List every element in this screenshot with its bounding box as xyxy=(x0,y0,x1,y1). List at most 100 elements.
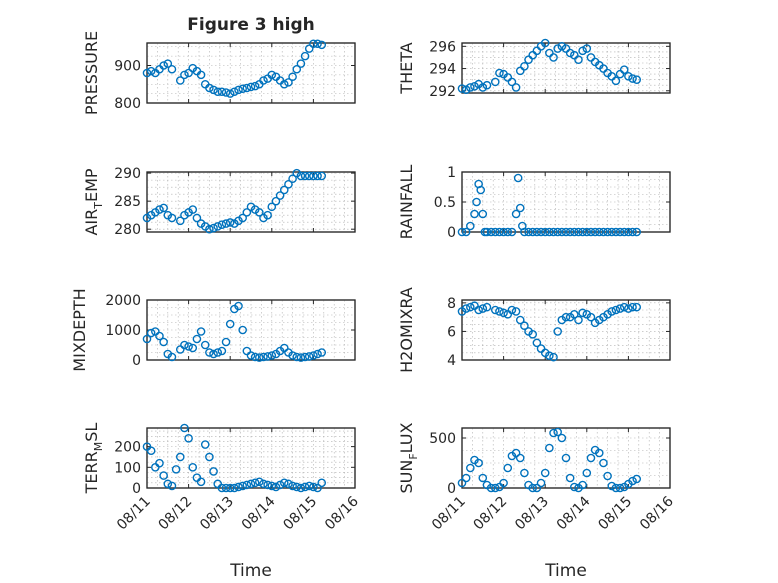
sun_flux-point xyxy=(478,473,488,483)
pressure-point xyxy=(146,66,156,76)
terr_msl-point xyxy=(317,478,327,488)
pressure-point xyxy=(304,44,314,53)
rainfall-point xyxy=(528,227,538,237)
rainfall-point xyxy=(549,227,558,237)
terr_msl-series xyxy=(142,423,327,493)
terr_msl-point xyxy=(304,481,314,491)
air_temp-point xyxy=(167,213,177,223)
terr_msl-ytick-label: 0 xyxy=(132,481,141,497)
air_temp-point xyxy=(279,185,289,195)
theta-point xyxy=(549,53,558,62)
pressure-point xyxy=(259,76,268,85)
rainfall-point xyxy=(520,227,529,237)
mixdepth-point xyxy=(255,353,264,362)
rainfall-point xyxy=(503,227,513,237)
terr_msl-point xyxy=(238,481,247,491)
rainfall-point xyxy=(457,227,467,237)
pressure-point xyxy=(250,81,260,91)
pressure-point xyxy=(234,85,243,95)
sun_flux-point xyxy=(570,482,579,492)
mixdepth-point xyxy=(304,352,314,361)
air_temp-point xyxy=(209,223,218,233)
pressure-point xyxy=(300,51,310,61)
rainfall-point xyxy=(499,227,508,237)
terr_msl-point xyxy=(263,480,272,490)
pressure-point xyxy=(288,72,297,82)
mixdepth-ytick-label: 0 xyxy=(132,353,141,369)
air_temp-point xyxy=(313,171,322,181)
sun_flux-point xyxy=(486,483,496,493)
rainfall-point xyxy=(478,209,488,219)
rainfall-point xyxy=(570,227,579,237)
mixdepth-point xyxy=(213,348,223,357)
sun_flux-series xyxy=(457,427,642,493)
pressure-point xyxy=(296,59,306,68)
h2omixra-point xyxy=(628,302,637,312)
pressure-point xyxy=(313,39,322,49)
mixdepth-point xyxy=(250,352,260,362)
rainfall-point xyxy=(513,173,523,183)
pressure-point xyxy=(217,87,227,97)
rainfall-point xyxy=(557,227,567,237)
theta-axes-frame xyxy=(461,42,671,94)
air_temp-point xyxy=(267,202,277,212)
pressure-point xyxy=(175,76,185,85)
terr_msl-point xyxy=(184,434,193,443)
rainfall-point xyxy=(607,227,617,237)
terr_msl-point xyxy=(209,467,218,476)
sun_flux-point xyxy=(490,483,500,493)
h2omixra-point xyxy=(511,307,521,316)
mixdepth-point xyxy=(292,352,302,362)
sun_flux-point xyxy=(511,448,521,458)
air_temp-ytick-label: 290 xyxy=(114,166,141,182)
rainfall-point xyxy=(632,227,642,237)
terr_msl-point xyxy=(221,483,231,493)
h2omixra-axes-frame xyxy=(461,299,671,361)
sun_flux-point xyxy=(603,471,612,481)
mixdepth-point xyxy=(267,351,277,360)
terr_msl-xtick-label: 08/14 xyxy=(239,493,279,533)
terr_msl-point xyxy=(288,481,297,491)
pressure-ytick-label: 900 xyxy=(114,59,141,75)
pressure-point xyxy=(284,78,293,87)
terr_msl-point xyxy=(171,465,181,474)
subplot-terr_msl: 0 100 200 08/11 08/12 08/13 08/14 08/15 08/16 Tim… xyxy=(82,423,362,581)
terr_msl-point xyxy=(275,480,285,490)
air_temp-point xyxy=(304,171,314,181)
h2omixra-point xyxy=(495,307,504,316)
theta-point xyxy=(490,77,500,87)
theta-point xyxy=(574,55,583,64)
rainfall-ylabel: RAINFALL xyxy=(397,165,416,240)
mixdepth-point xyxy=(146,328,156,338)
h2omixra-point xyxy=(520,321,529,331)
rainfall-point xyxy=(470,209,479,219)
terr_msl-point xyxy=(188,463,198,472)
pressure-point xyxy=(225,89,235,98)
theta-point xyxy=(619,65,629,74)
theta-point xyxy=(457,84,467,93)
rainfall-point xyxy=(486,227,496,237)
sun_flux-point xyxy=(615,483,625,493)
h2omixra-point xyxy=(624,304,633,313)
air_temp-ytick-label: 285 xyxy=(114,194,141,210)
pressure-point xyxy=(317,40,327,50)
mixdepth-point xyxy=(221,337,231,347)
h2omixra-point xyxy=(532,338,542,348)
air_temp-ylabel: AIRTEMP xyxy=(82,168,105,235)
terr_msl-point xyxy=(255,477,264,487)
air_temp-point xyxy=(205,224,214,234)
pressure-point xyxy=(292,64,302,74)
terr_msl-point xyxy=(296,483,306,493)
rainfall-point xyxy=(482,227,492,237)
sun_flux-point xyxy=(466,463,475,473)
theta-point xyxy=(578,46,587,56)
air_temp-point xyxy=(275,191,285,200)
h2omixra-point xyxy=(461,304,471,313)
terr_msl-point xyxy=(155,458,164,468)
terr_msl-xtick-label: 08/11 xyxy=(114,494,154,534)
h2omixra-point xyxy=(490,305,500,315)
rainfall-point xyxy=(553,227,562,237)
rainfall-point xyxy=(565,227,575,237)
air_temp-point xyxy=(192,213,202,223)
